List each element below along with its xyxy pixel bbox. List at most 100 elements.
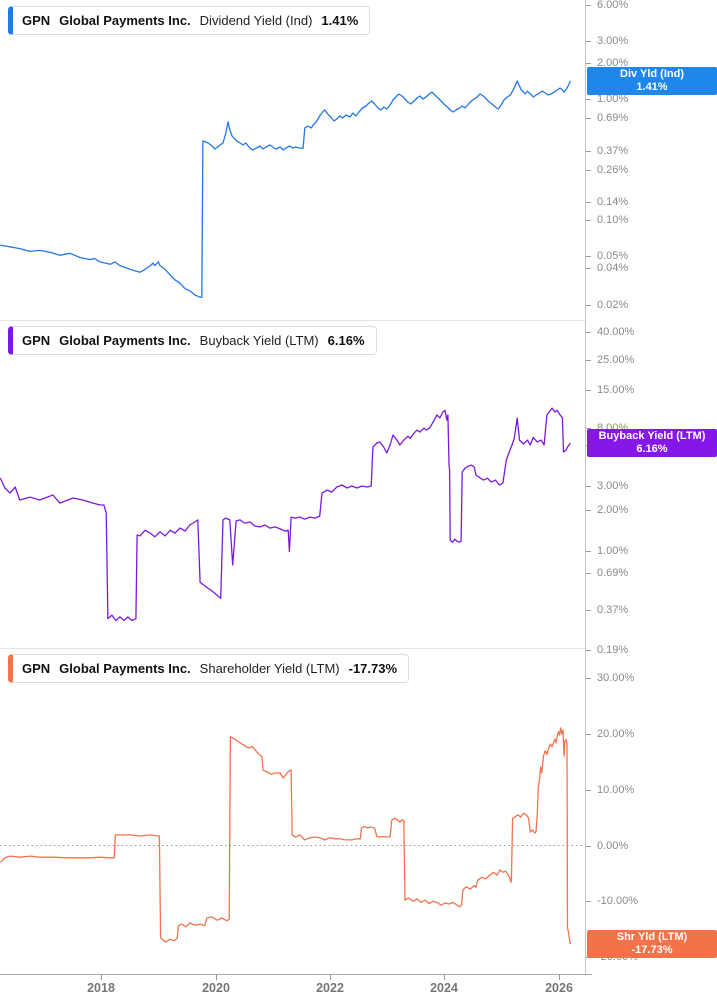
y-tick-mark — [586, 551, 591, 552]
y-tick-label: 0.37% — [597, 145, 629, 157]
company-name: Global Payments Inc. — [59, 333, 191, 348]
y-tick-label: 0.05% — [597, 250, 629, 262]
badge-label: Buyback Yield (LTM) — [598, 430, 706, 442]
badge-value: 6.16% — [636, 443, 668, 455]
x-tick-label: 2022 — [316, 981, 344, 995]
y-tick-mark — [586, 268, 591, 269]
buyback-yield-badge[interactable]: Buyback Yield (LTM) 6.16% — [587, 429, 717, 457]
x-tick-mark — [559, 975, 560, 980]
y-tick-mark — [586, 151, 591, 152]
badge-label: Shr Yld (LTM) — [616, 931, 688, 943]
y-tick-mark — [586, 202, 591, 203]
buyback-yield-header: GPN Global Payments Inc. Buyback Yield (… — [8, 326, 377, 355]
x-tick-label: 2020 — [202, 981, 230, 995]
y-tick-label: 0.19% — [597, 644, 629, 656]
y-tick-mark — [586, 678, 591, 679]
company-name: Global Payments Inc. — [59, 13, 191, 28]
y-tick-label: 3.00% — [597, 35, 629, 47]
y-tick-label: 40.00% — [597, 326, 635, 338]
y-tick-label: 1.00% — [597, 93, 629, 105]
y-tick-mark — [586, 610, 591, 611]
y-tick-label: 15.00% — [597, 384, 635, 396]
x-tick-mark — [444, 975, 445, 980]
y-tick-mark — [586, 428, 591, 429]
shareholder-yield-badge[interactable]: Shr Yld (LTM) -17.73% — [587, 930, 717, 958]
buyback-yield-plot[interactable] — [0, 320, 585, 648]
panel-dividend-yield: GPN Global Payments Inc. Dividend Yield … — [0, 0, 585, 320]
badge-value: -17.73% — [631, 944, 673, 956]
y-tick-mark — [586, 256, 591, 257]
series-line — [0, 407, 571, 622]
y-tick-label: 0.10% — [597, 214, 629, 226]
panel-divider — [0, 320, 585, 321]
metric-value: -17.73% — [348, 661, 398, 676]
y-tick-label: 20.00% — [597, 728, 635, 740]
dividend-yield-plot[interactable] — [0, 0, 585, 320]
dividend-yield-badge[interactable]: Div Yld (Ind) 1.41% — [587, 67, 717, 95]
y-tick-label: 2.00% — [597, 504, 629, 516]
y-tick-label: 10.00% — [597, 784, 635, 796]
x-tick-label: 2018 — [87, 981, 115, 995]
y-tick-label: 6.00% — [597, 0, 629, 11]
metric-name: Dividend Yield (Ind) — [199, 13, 313, 28]
y-tick-label: 0.04% — [597, 262, 629, 274]
y-tick-label: 30.00% — [597, 672, 635, 684]
x-tick-label: 2024 — [430, 981, 458, 995]
shareholder-yield-header: GPN Global Payments Inc. Shareholder Yie… — [8, 654, 410, 683]
x-tick-label: 2026 — [545, 981, 573, 995]
y-tick-label: 0.69% — [597, 112, 629, 124]
y-tick-mark — [586, 390, 591, 391]
y-tick-label: 0.69% — [597, 567, 629, 579]
dividend-yield-header: GPN Global Payments Inc. Dividend Yield … — [8, 6, 371, 35]
x-axis: 2018 2020 2022 2024 2026 — [0, 974, 717, 1005]
y-tick-label: 0.37% — [597, 604, 629, 616]
y-tick-label: 0.00% — [597, 840, 629, 852]
y-tick-label: 25.00% — [597, 354, 635, 366]
y-tick-mark — [586, 734, 591, 735]
badge-label: Div Yld (Ind) — [620, 68, 684, 80]
y-tick-mark — [586, 220, 591, 221]
y-tick-mark — [586, 901, 591, 902]
y-tick-label: -10.00% — [597, 895, 638, 907]
y-tick-mark — [586, 5, 591, 6]
y-tick-mark — [586, 510, 591, 511]
y-tick-mark — [586, 846, 591, 847]
y-tick-label: 1.00% — [597, 545, 629, 557]
y-tick-label: 3.00% — [597, 480, 629, 492]
series-line — [0, 80, 571, 298]
metric-name: Shareholder Yield (LTM) — [199, 661, 340, 676]
panel-shareholder-yield: GPN Global Payments Inc. Shareholder Yie… — [0, 648, 585, 974]
y-tick-mark — [586, 99, 591, 100]
ticker-symbol: GPN — [22, 333, 51, 348]
y-tick-mark — [586, 118, 591, 119]
y-tick-mark — [586, 486, 591, 487]
metric-name: Buyback Yield (LTM) — [199, 333, 319, 348]
y-tick-mark — [586, 41, 591, 42]
y-tick-label: 2.00% — [597, 57, 629, 69]
y-tick-mark — [586, 790, 591, 791]
ticker-symbol: GPN — [22, 13, 51, 28]
y-axis-spine — [585, 0, 586, 974]
x-tick-mark — [216, 975, 217, 980]
y-tick-mark — [586, 305, 591, 306]
x-tick-mark — [101, 975, 102, 980]
metric-value: 1.41% — [321, 13, 359, 28]
y-tick-label: 0.02% — [597, 299, 629, 311]
y-tick-mark — [586, 650, 591, 651]
x-axis-line — [0, 974, 592, 975]
metric-value: 6.16% — [327, 333, 365, 348]
series-line — [0, 727, 572, 945]
badge-value: 1.41% — [636, 81, 668, 93]
y-tick-mark — [586, 63, 591, 64]
company-name: Global Payments Inc. — [59, 661, 191, 676]
y-tick-label: 0.26% — [597, 164, 629, 176]
x-tick-mark — [330, 975, 331, 980]
y-tick-mark — [586, 360, 591, 361]
y-tick-mark — [586, 573, 591, 574]
ticker-symbol: GPN — [22, 661, 51, 676]
shareholder-yield-plot[interactable] — [0, 648, 585, 974]
y-tick-mark — [586, 332, 591, 333]
y-tick-mark — [586, 170, 591, 171]
panel-buyback-yield: GPN Global Payments Inc. Buyback Yield (… — [0, 320, 585, 648]
